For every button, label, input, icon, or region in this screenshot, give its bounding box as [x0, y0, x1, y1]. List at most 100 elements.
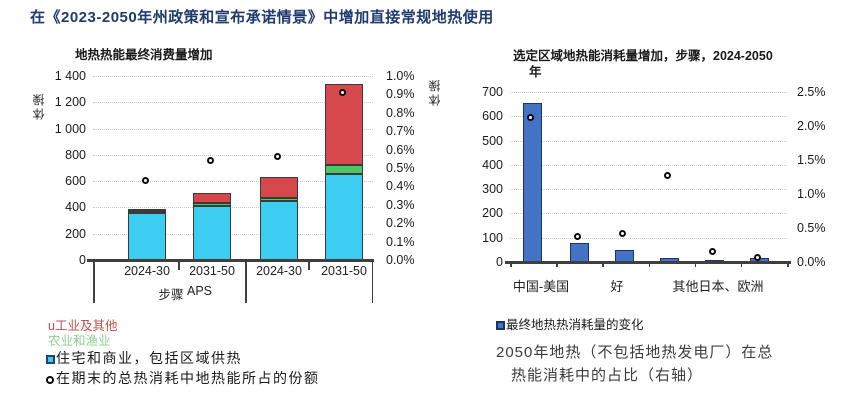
right-axis-tick: 0.0% — [386, 253, 415, 267]
group-label-aps: APS — [187, 284, 213, 298]
page-title: 在《2023-2050年州政策和宣布承诺情景》中增加直接常规地热使用 — [30, 9, 494, 26]
x-axis-tick — [308, 261, 310, 270]
right-axis-tick: 0.2% — [386, 216, 415, 231]
right-axis-tick: 0.4% — [386, 179, 415, 194]
right-axis-tick: 0.3% — [386, 197, 415, 212]
gridline — [93, 207, 373, 209]
gridline — [93, 154, 373, 156]
left-axis-tick: 200 — [65, 226, 86, 241]
gridline — [510, 140, 787, 142]
share-dot — [338, 88, 346, 96]
bar-segment — [193, 205, 231, 260]
left-axis-tick: 800 — [65, 147, 86, 162]
left-axis-tick: 600 — [482, 109, 503, 124]
group-label-steps: 步骤 — [158, 288, 184, 302]
bar-segment — [193, 203, 231, 206]
left-axis-tick: 0 — [496, 255, 503, 269]
x-axis-tick — [740, 262, 743, 267]
gridline — [510, 189, 787, 191]
legend-share-label: 在期末的总热消耗中地热能所占的份额 — [56, 370, 320, 386]
share-dot — [206, 156, 214, 164]
gridline — [93, 102, 373, 104]
right-axis-tick: 2.0% — [797, 119, 826, 133]
x-category-label: 中国-美国 — [512, 279, 570, 294]
gridline — [510, 116, 787, 118]
bar-segment — [128, 213, 166, 260]
gridline — [93, 233, 373, 235]
x-axis-tick — [602, 262, 604, 267]
right-axis-tick: 0.5% — [797, 221, 826, 235]
left-chart-title: 地热热能最终消费量增加 — [75, 48, 213, 62]
x-axis-tick — [556, 262, 558, 267]
right-chart-title-line2: 年 — [529, 65, 542, 79]
legend-agriculture: 农业和渔业 — [48, 334, 111, 348]
x-axis-tick — [694, 262, 697, 267]
legend-industry: u工业及其他 — [48, 319, 118, 333]
x-axis-tick — [648, 262, 650, 267]
left-axis-tick: 500 — [482, 133, 503, 148]
left-axis-tick: 1 400 — [54, 69, 86, 83]
left-axis-tick: 700 — [482, 85, 503, 99]
right-axis-tick: 0.8% — [386, 105, 415, 120]
legend-residential: 住宅和商业，包括区域供热 — [46, 348, 242, 368]
left-axis-tick: 300 — [482, 182, 503, 197]
residential-square-icon — [46, 355, 55, 364]
share-dot — [527, 113, 534, 121]
share-dot — [709, 247, 716, 255]
legend-share: 在期末的总热消耗中地热能所占的份额 — [46, 368, 320, 388]
x-axis-tick — [178, 261, 180, 270]
left-axis-tick: 600 — [65, 174, 86, 189]
group-bracket-line — [371, 261, 373, 303]
right-caption-line2: 热能消耗中的占比（右轴） — [511, 367, 704, 384]
x-category-label: 2031-50 — [189, 264, 235, 278]
right-axis-tick: 0.5% — [386, 161, 415, 175]
right-axis-tick: 1.5% — [797, 153, 826, 167]
left-axis-tick: 400 — [65, 200, 86, 215]
x-category-label: 其他日本、欧洲 — [672, 279, 764, 294]
right-axis-tick: 1.0% — [386, 69, 415, 83]
right-axis-tick: 0.6% — [386, 142, 415, 157]
bar-segment — [193, 192, 231, 204]
left-axis-tick: 100 — [482, 230, 503, 245]
group-bracket-line — [245, 261, 247, 303]
gridline — [93, 76, 373, 77]
x-category-label: 2031-50 — [321, 264, 367, 278]
bar-segment — [325, 165, 363, 174]
gridline — [93, 181, 373, 183]
gridline — [93, 128, 373, 130]
x-category-label: 2024-30 — [256, 264, 302, 278]
right-axis-tick: 0.7% — [386, 124, 415, 139]
share-dot — [664, 171, 671, 179]
right-axis-tick: 0.9% — [386, 87, 415, 102]
right-axis-tick: 2.5% — [797, 85, 826, 99]
x-category-label: 好 — [610, 279, 624, 294]
bar-segment — [128, 208, 166, 212]
share-dot — [273, 153, 281, 161]
left-axis-tick: 1 000 — [54, 121, 86, 136]
bar — [523, 102, 542, 262]
blue-square-icon — [496, 321, 505, 330]
bar-segment — [128, 211, 166, 214]
right-axis-tick: 0.0% — [797, 255, 826, 269]
share-dot — [574, 233, 581, 241]
share-dot — [619, 229, 626, 237]
x-axis-tick — [787, 262, 789, 267]
right-axis-tick: 0.1% — [386, 234, 415, 249]
bar-segment — [260, 177, 298, 198]
left-axis-tick: 400 — [482, 157, 503, 172]
gridline — [510, 213, 787, 215]
legend-final-consumption-label: 最终地热热消耗量的变化 — [506, 318, 644, 332]
share-dot — [754, 254, 761, 262]
left-axis-tick: 0 — [79, 253, 86, 267]
x-axis-tick — [510, 262, 512, 267]
right-caption-line1: 2050年地热（不包括地热发电厂）在总 — [496, 344, 774, 361]
share-dot — [141, 177, 149, 185]
left-axis-tick: 1 200 — [54, 95, 86, 110]
gridline — [510, 92, 787, 93]
bar-segment — [260, 197, 298, 201]
bar-segment — [325, 83, 363, 166]
legend-final-consumption: 最终地热热消耗量的变化 — [496, 314, 644, 333]
